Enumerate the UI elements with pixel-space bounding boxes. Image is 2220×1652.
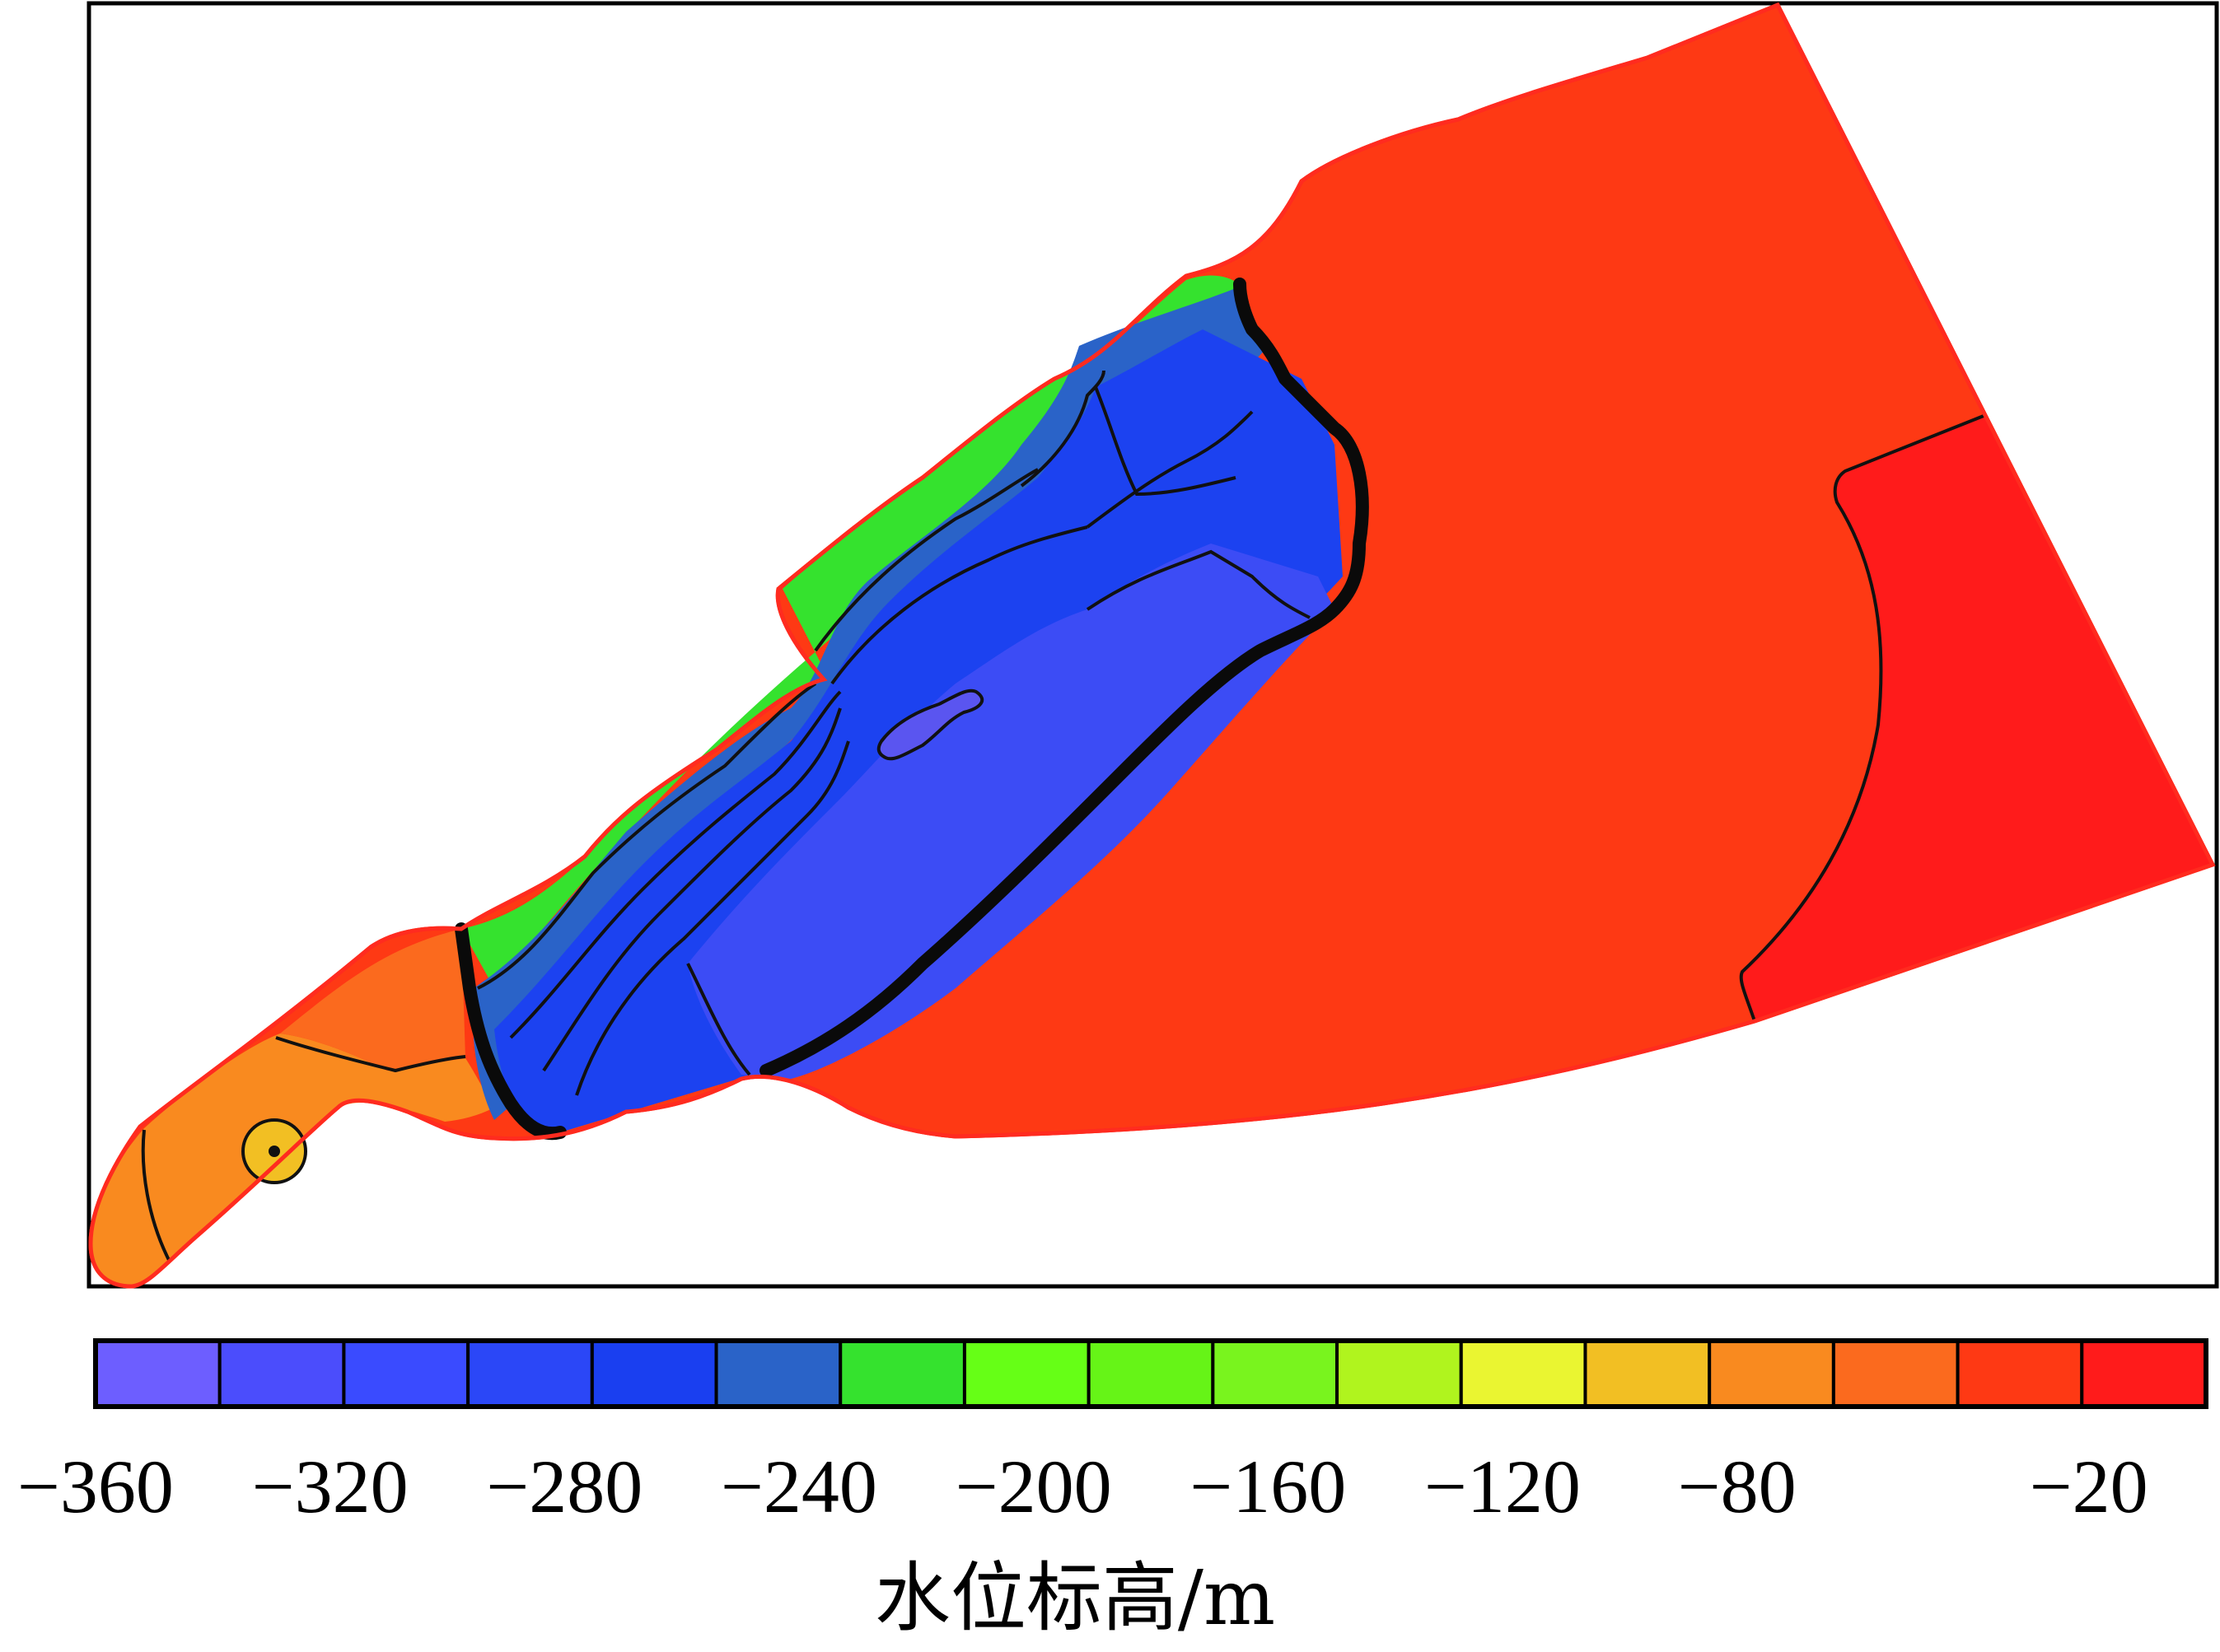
colorbar-swatch — [466, 1339, 594, 1408]
well-marker — [269, 1146, 280, 1157]
colorbar-frame — [93, 1338, 2208, 1409]
colorbar-tick-label: −20 — [2030, 1444, 2148, 1528]
colorbar-tick-labels: −360 −320 −280 −240 −200 −160 −120 −80 −20 — [17, 1444, 2148, 1528]
colorbar-swatch — [1211, 1339, 1339, 1408]
contour-line-west-1 — [275, 1036, 466, 1073]
colorbar-swatch — [1335, 1339, 1463, 1408]
contour-line-east — [1739, 414, 1984, 1022]
colorbar-label: 水位标高/m — [875, 1554, 1275, 1642]
colorbar-tick-label: −320 — [252, 1444, 409, 1528]
colorbar-swatch — [1956, 1339, 2084, 1408]
colorbar-tick-label: −160 — [1189, 1444, 1346, 1528]
colorbar-tick-label: −120 — [1424, 1444, 1581, 1528]
zone-pit-core — [688, 544, 1334, 1079]
colorbar-tick-label: −360 — [17, 1444, 174, 1528]
zone-west-tail — [91, 1034, 494, 1286]
zone-east-field — [1741, 416, 2213, 1021]
domain-outline — [88, 2, 2216, 1289]
colorbar — [93, 1338, 2208, 1409]
pit-contour-lines — [477, 370, 1311, 1096]
colorbar-swatch — [839, 1339, 966, 1408]
colorbar-swatch — [1459, 1339, 1587, 1408]
colorbar-swatch — [217, 1339, 346, 1408]
colorbar-swatch — [1583, 1339, 1712, 1408]
colorbar-swatch — [1708, 1339, 1835, 1408]
colorbar-swatch — [590, 1339, 718, 1408]
colorbar-swatch — [1831, 1339, 1960, 1408]
zone-west-neck — [280, 929, 465, 1071]
colorbar-tick-label: −200 — [956, 1444, 1112, 1528]
pit-boundary — [455, 278, 1369, 1141]
colorbar-swatch — [962, 1339, 1091, 1408]
colorbar-swatch — [1087, 1339, 1215, 1408]
colorbar-swatch — [714, 1339, 843, 1408]
zone-pit-deepest — [876, 688, 984, 761]
colorbar-tick-label: −80 — [1678, 1444, 1797, 1528]
colorbar-swatch — [94, 1339, 222, 1408]
colorbar-swatch — [342, 1339, 470, 1408]
contour-line-west-2 — [141, 1129, 171, 1261]
colorbar-swatch — [2080, 1339, 2208, 1408]
colorbar-tick-label: −240 — [721, 1444, 877, 1528]
colorbar-tick-label: −280 — [486, 1444, 643, 1528]
